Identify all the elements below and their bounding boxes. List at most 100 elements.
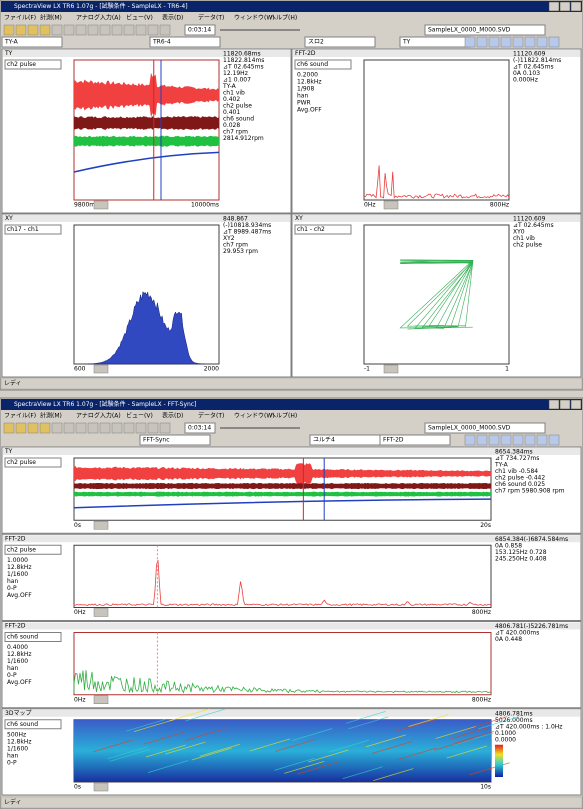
combo-box[interactable] [400, 37, 470, 47]
panel-info: Avg.OFF [7, 592, 32, 599]
menu-item[interactable]: 計測(M) [40, 14, 62, 22]
toolbar-button[interactable] [537, 435, 547, 445]
toolbar-button[interactable] [4, 423, 14, 433]
toolbar-button[interactable] [88, 25, 98, 35]
toolbar-button[interactable] [477, 37, 487, 47]
window-button[interactable] [549, 2, 559, 11]
toolbar-button[interactable] [465, 435, 475, 445]
toolbar-button[interactable] [64, 25, 74, 35]
window-button[interactable] [549, 400, 559, 409]
toolbar-button[interactable] [64, 423, 74, 433]
channel-name: ch2 pulse [7, 459, 36, 466]
x-axis-label: 20s [480, 522, 491, 529]
toolbar-button[interactable] [16, 25, 26, 35]
scroll-control[interactable] [94, 696, 108, 704]
menu-item[interactable]: ヘルプ(H) [270, 413, 297, 420]
toolbar-button[interactable] [100, 25, 110, 35]
toolbar-button[interactable] [28, 423, 38, 433]
scroll-control[interactable] [384, 365, 398, 373]
menu-item[interactable]: ファイル(F) [4, 413, 36, 420]
menu-item[interactable]: ファイル(F) [4, 15, 36, 22]
toolbar-button[interactable] [76, 423, 86, 433]
scroll-control[interactable] [94, 521, 108, 529]
toolbar-button[interactable] [136, 25, 146, 35]
panel-name: TY [4, 50, 13, 57]
channel-name: ch6 sound [7, 721, 38, 728]
panel-info: 12.8kHz [7, 651, 32, 658]
channel-name: ch2 pulse [7, 61, 36, 68]
panel-name: FFT-2D [5, 623, 26, 630]
menu-item[interactable]: 表示(D) [162, 14, 183, 22]
scroll-control[interactable] [384, 201, 398, 209]
toolbar-button[interactable] [112, 25, 122, 35]
toolbar-button[interactable] [148, 423, 158, 433]
toolbar-button[interactable] [160, 25, 170, 35]
scroll-control[interactable] [94, 201, 108, 209]
scroll-control[interactable] [94, 783, 108, 791]
menu-item[interactable]: アナログ入力(A) [76, 14, 121, 22]
toolbar-button[interactable] [160, 423, 170, 433]
toolbar-button[interactable] [549, 37, 559, 47]
toolbar-button[interactable] [513, 37, 523, 47]
toolbar-button[interactable] [88, 423, 98, 433]
panel-info: 1/908 [297, 86, 314, 93]
toolbar-button[interactable] [112, 423, 122, 433]
toolbar-button[interactable] [537, 37, 547, 47]
toolbar-button[interactable] [28, 25, 38, 35]
toolbar-button[interactable] [52, 423, 62, 433]
toolbar-button[interactable] [477, 435, 487, 445]
toolbar-button[interactable] [489, 435, 499, 445]
toolbar-button[interactable] [40, 25, 50, 35]
toolbar-button[interactable] [525, 37, 535, 47]
toolbar-button[interactable] [4, 25, 14, 35]
file-name: SampleLX_0000_M000.SVD [428, 425, 511, 432]
toolbar-button[interactable] [124, 423, 134, 433]
toolbar-button[interactable] [76, 25, 86, 35]
toolbar-button[interactable] [52, 25, 62, 35]
menu-item[interactable]: ビュー(V) [126, 14, 153, 22]
readout: 245.250Hz 0.408 [495, 555, 547, 562]
waveform [74, 116, 219, 130]
toolbar-button[interactable] [501, 435, 511, 445]
readout: 29.953 rpm [223, 248, 258, 255]
window-button[interactable] [571, 400, 581, 409]
scroll-control[interactable] [94, 609, 108, 617]
menu-item[interactable]: ウィンドウ(W) [234, 14, 275, 22]
panel-info: han [7, 665, 18, 672]
toolbar-button[interactable] [124, 25, 134, 35]
toolbar-button[interactable] [501, 37, 511, 47]
x-axis-label: 10000ms [191, 202, 219, 209]
toolbar-button[interactable] [513, 435, 523, 445]
status-bar [1, 797, 582, 808]
channel-name: ch17 - ch1 [7, 226, 39, 233]
combo-text: ユルチ4 [313, 437, 335, 444]
menu-item[interactable]: ビュー(V) [126, 412, 153, 420]
toolbar-button[interactable] [525, 435, 535, 445]
window-button[interactable] [560, 400, 570, 409]
panel-name: FFT-2D [5, 535, 26, 542]
combo-text: TR6-4 [152, 39, 171, 46]
toolbar-button[interactable] [549, 435, 559, 445]
menu-item[interactable]: ウィンドウ(W) [234, 412, 275, 420]
toolbar-button[interactable] [489, 37, 499, 47]
window-button[interactable] [571, 2, 581, 11]
toolbar-button[interactable] [100, 423, 110, 433]
menu-item[interactable]: ヘルプ(H) [270, 15, 297, 22]
menu-item[interactable]: 計測(M) [40, 412, 62, 420]
toolbar-button[interactable] [40, 423, 50, 433]
panel-info: 0-P [7, 585, 17, 592]
menu-item[interactable]: 表示(D) [162, 412, 183, 420]
toolbar-button[interactable] [465, 37, 475, 47]
menu-item[interactable]: アナログ入力(A) [76, 412, 121, 420]
menu-item[interactable]: データ(T) [198, 14, 224, 22]
window-button[interactable] [560, 2, 570, 11]
panel-header [3, 448, 580, 455]
scroll-control[interactable] [94, 365, 108, 373]
channel-name: ch2 pulse [7, 546, 36, 553]
toolbar-button[interactable] [136, 423, 146, 433]
toolbar-button[interactable] [16, 423, 26, 433]
toolbar-button[interactable] [148, 25, 158, 35]
panel-name: FFT-2D [295, 50, 316, 57]
menu-item[interactable]: データ(T) [198, 412, 224, 420]
plot-area [74, 60, 219, 200]
